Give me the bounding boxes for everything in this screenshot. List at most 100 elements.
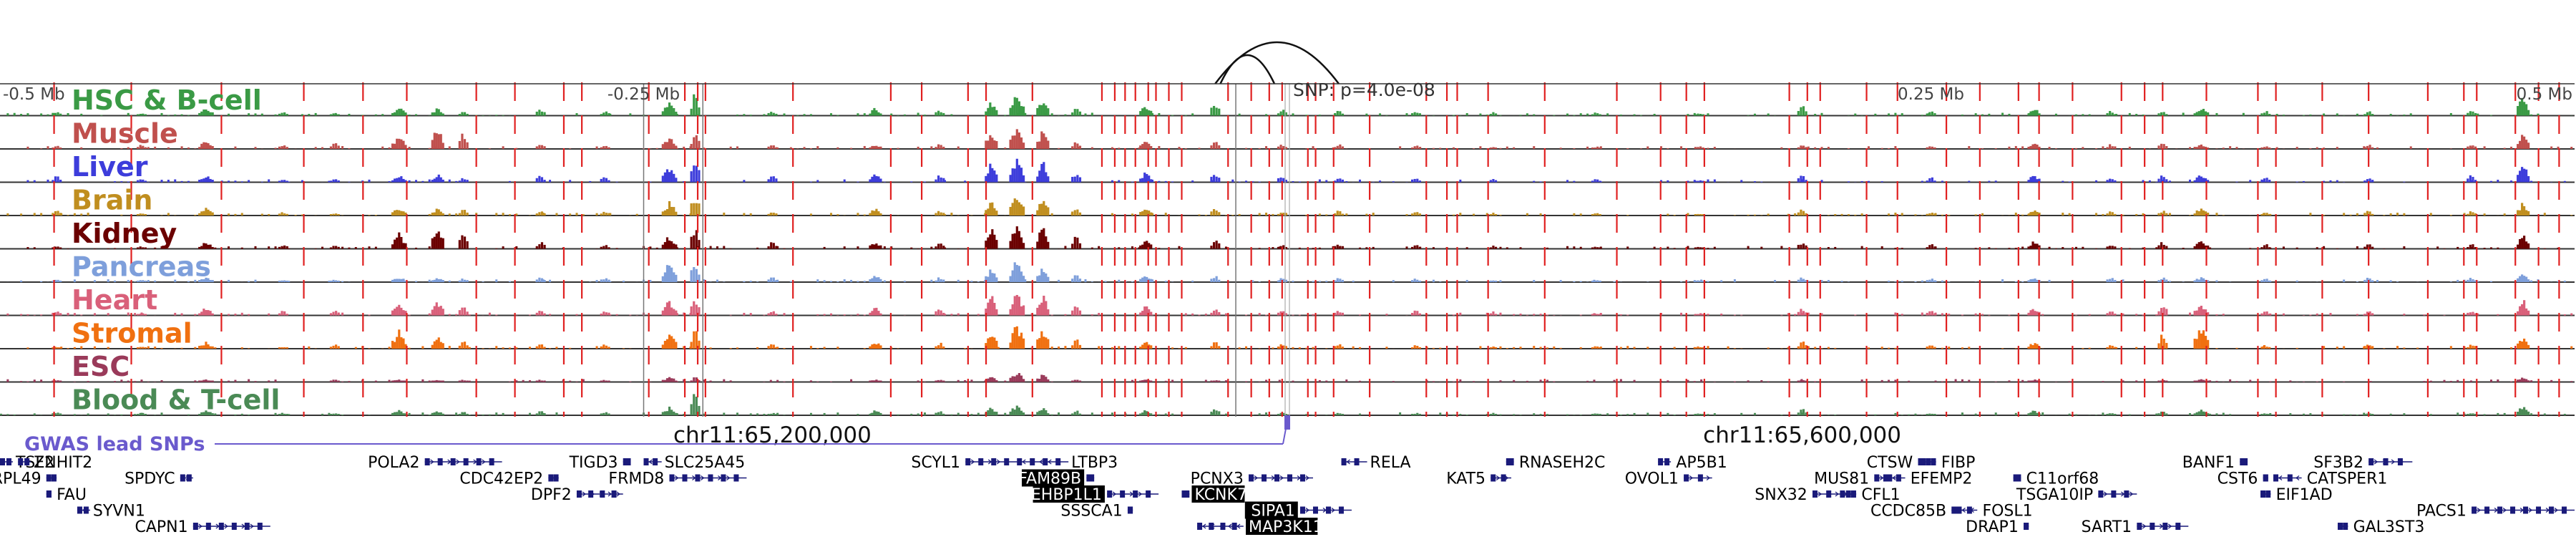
peak-bar bbox=[391, 212, 394, 216]
gene-exon bbox=[1249, 474, 1254, 482]
signal-bar bbox=[160, 180, 163, 183]
peak-bar bbox=[1018, 373, 1020, 382]
gene-exon bbox=[2510, 506, 2516, 514]
peak-bar bbox=[937, 380, 940, 382]
signal-bar bbox=[1111, 213, 1113, 216]
peak-bar bbox=[2474, 213, 2477, 216]
peak-bar bbox=[2031, 279, 2034, 282]
signal-bar bbox=[1626, 346, 1629, 349]
peak-bar bbox=[142, 412, 145, 415]
signal-bar bbox=[2021, 246, 2024, 249]
peak-bar bbox=[2162, 307, 2165, 316]
peak-bar bbox=[404, 180, 407, 183]
signal-bar bbox=[1238, 181, 1241, 183]
signal-bar bbox=[816, 314, 819, 316]
peak-bar bbox=[2260, 147, 2263, 149]
signal-bar bbox=[1111, 180, 1113, 183]
peak-bar bbox=[935, 246, 937, 249]
signal-bar bbox=[863, 113, 866, 116]
peak-bar bbox=[394, 412, 396, 415]
peak-bar bbox=[280, 280, 283, 282]
signal-bar bbox=[970, 414, 973, 415]
signal-bar bbox=[2343, 213, 2346, 216]
peak-bar bbox=[1933, 347, 1936, 349]
peak-bar bbox=[1699, 413, 1702, 415]
signal-bar bbox=[2222, 412, 2225, 415]
peak-bar bbox=[1073, 306, 1076, 316]
peak-bar bbox=[398, 108, 401, 116]
signal-bar bbox=[1278, 280, 1281, 282]
peak-bar bbox=[391, 112, 394, 116]
signal-bar bbox=[1807, 312, 1810, 316]
signal-bar bbox=[414, 180, 417, 183]
signal-bar bbox=[2189, 215, 2192, 216]
peak-bar bbox=[1076, 109, 1079, 116]
peak-bar bbox=[1212, 310, 1216, 316]
peak-bar bbox=[538, 175, 541, 183]
signal-bar bbox=[1707, 179, 1709, 183]
peak-bar bbox=[2472, 345, 2474, 349]
signal-bar bbox=[2296, 247, 2298, 249]
peak-bar bbox=[772, 145, 775, 149]
peak-bar bbox=[1591, 180, 1594, 183]
peak-bar bbox=[1076, 307, 1079, 316]
signal-bar bbox=[2135, 114, 2138, 116]
signal-bar bbox=[803, 114, 806, 116]
signal-bar bbox=[2309, 147, 2312, 149]
peak-bar bbox=[1020, 306, 1023, 316]
peak-bar bbox=[466, 142, 469, 149]
gene-exon bbox=[51, 474, 57, 482]
peak-bar bbox=[2029, 177, 2032, 183]
peak-bar bbox=[661, 211, 664, 216]
signal-bar bbox=[1753, 113, 1756, 116]
signal-bar bbox=[1579, 213, 1582, 216]
signal-bar bbox=[1934, 380, 1937, 382]
signal-bar bbox=[629, 314, 632, 316]
signal-bar bbox=[448, 314, 451, 316]
peak-bar bbox=[329, 180, 333, 183]
peak-bar bbox=[335, 246, 338, 249]
signal-bar bbox=[1479, 113, 1482, 116]
signal-bar bbox=[2570, 381, 2573, 382]
peak-bar bbox=[2207, 213, 2210, 216]
gene-exon bbox=[1146, 490, 1151, 498]
signal-bar bbox=[1379, 113, 1382, 116]
peak-bar bbox=[942, 112, 945, 116]
peak-bar bbox=[2521, 97, 2524, 116]
peak-bar bbox=[286, 147, 288, 149]
peak-bar bbox=[1277, 312, 1280, 316]
peak-bar bbox=[695, 97, 698, 116]
peak-bar bbox=[2467, 247, 2469, 249]
peak-bar bbox=[431, 309, 434, 316]
peak-bar bbox=[1336, 110, 1339, 116]
peak-bar bbox=[871, 145, 874, 149]
gene-exon bbox=[1812, 490, 1818, 498]
peak-bar bbox=[1339, 312, 1342, 316]
signal-bar bbox=[1921, 180, 1923, 183]
peak-bar bbox=[2263, 279, 2266, 282]
peak-bar bbox=[335, 280, 338, 282]
signal-bar bbox=[1814, 381, 1817, 382]
signal-bar bbox=[1432, 279, 1435, 282]
signal-bar bbox=[2229, 379, 2232, 382]
signal-bar bbox=[1499, 380, 1502, 382]
peak-bar bbox=[1020, 204, 1023, 216]
peak-bar bbox=[2472, 177, 2474, 183]
signal-bar bbox=[495, 412, 498, 415]
peak-bar bbox=[1013, 326, 1016, 349]
signal-bar bbox=[1888, 213, 1890, 216]
peak-bar bbox=[871, 244, 874, 249]
signal-bar bbox=[629, 113, 632, 116]
signal-bar bbox=[809, 181, 812, 183]
peak-bar bbox=[695, 203, 698, 216]
peak-bar bbox=[59, 380, 62, 382]
strand-arrow bbox=[2477, 508, 2482, 513]
peak-bar bbox=[1284, 313, 1287, 316]
peak-bar bbox=[1591, 247, 1594, 249]
signal-bar bbox=[20, 314, 23, 316]
signal-bar bbox=[495, 279, 498, 282]
peak-bar bbox=[59, 213, 62, 216]
peak-bar bbox=[665, 339, 669, 349]
signal-bar bbox=[2168, 180, 2171, 183]
peak-bar bbox=[2268, 180, 2271, 183]
